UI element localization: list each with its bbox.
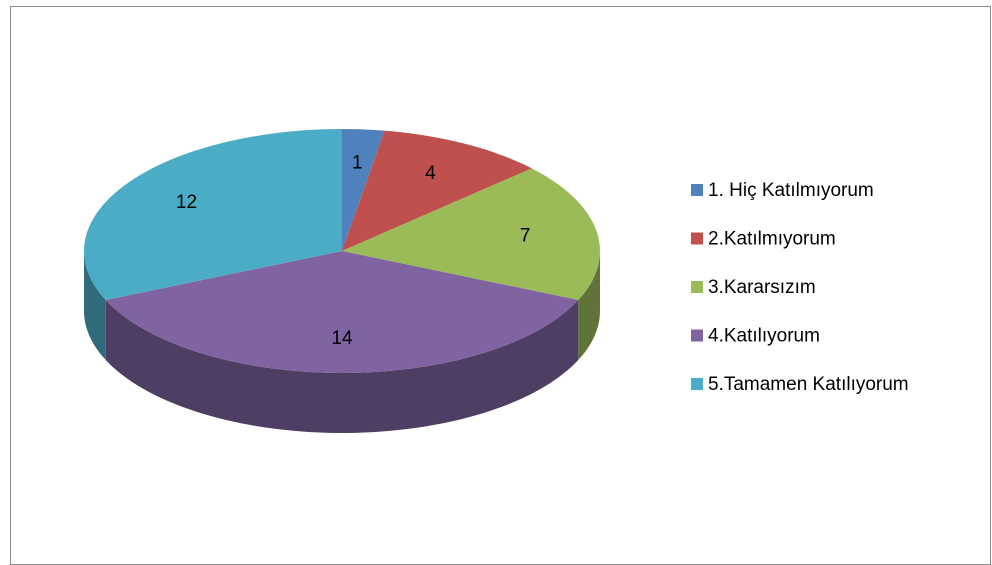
pie-slice xyxy=(342,129,385,251)
legend-swatch xyxy=(691,281,703,293)
pie-side xyxy=(105,300,579,433)
data-label: 14 xyxy=(331,328,353,349)
legend-swatch xyxy=(691,329,703,342)
legend-swatch xyxy=(691,378,703,390)
pie-slice xyxy=(105,251,579,373)
legend-label: 2.Katılmıyorum xyxy=(708,229,836,250)
pie-side xyxy=(578,251,600,361)
data-label: 7 xyxy=(520,226,531,247)
data-label: 12 xyxy=(176,192,197,213)
pie-slice xyxy=(342,130,532,251)
legend-label: 4.Katılıyorum xyxy=(708,326,820,347)
data-label: 4 xyxy=(425,163,436,184)
pie-slice xyxy=(342,168,600,301)
legend-label: 3.Kararsızım xyxy=(708,277,816,298)
data-label: 1 xyxy=(352,152,363,173)
legend-label: 1. Hiç Katılmıyorum xyxy=(708,180,874,201)
legend-label: 5.Tamamen Katılıyorum xyxy=(708,374,909,395)
pie-slice xyxy=(84,129,342,301)
legend-swatch xyxy=(691,232,703,245)
legend-swatch xyxy=(691,184,703,196)
pie-side xyxy=(84,251,106,361)
